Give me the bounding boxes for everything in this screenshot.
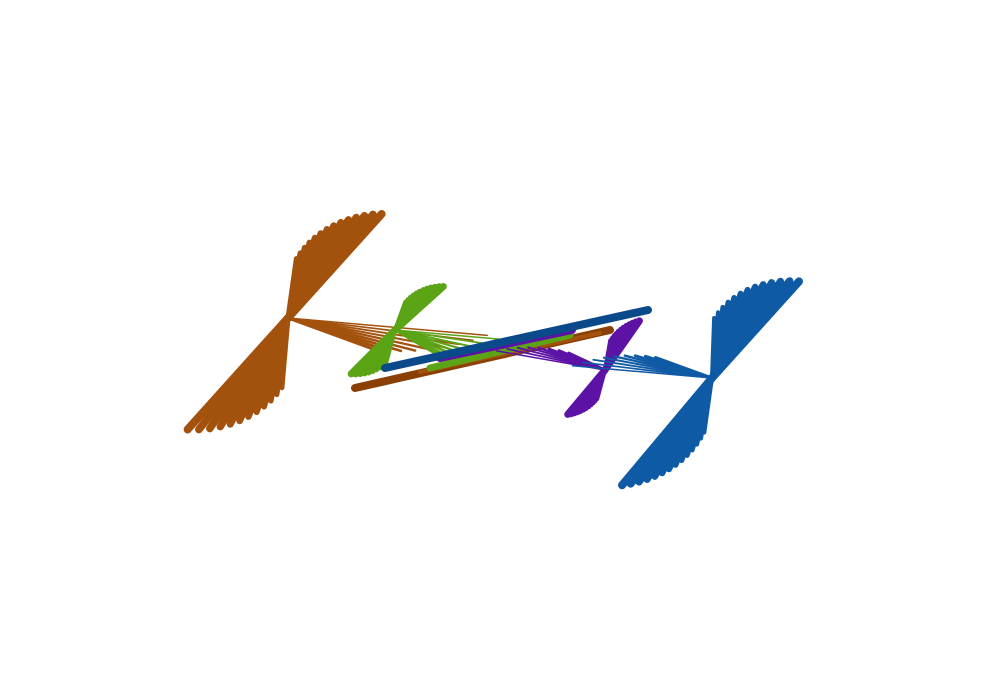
blue-upper-stroke-12: [710, 316, 717, 380]
blue-lower-stroke-13: [702, 376, 714, 435]
brown-lower-stroke-11: [279, 315, 291, 391]
blue-band: [381, 306, 652, 372]
brown-thin-stroke-8: [287, 317, 488, 337]
brown-upper-stroke-13: [285, 256, 299, 321]
green-upper-stroke-11: [393, 299, 408, 332]
green-thin-stroke-7: [394, 329, 516, 342]
brown-ribbon: [183, 209, 614, 434]
blue-thin-stroke-8: [571, 365, 713, 379]
blue-ribbon: [381, 277, 803, 490]
green-ribbon: [347, 283, 574, 378]
purple-lower-stroke-11: [595, 368, 607, 401]
green-lower-stroke-9: [383, 328, 397, 366]
